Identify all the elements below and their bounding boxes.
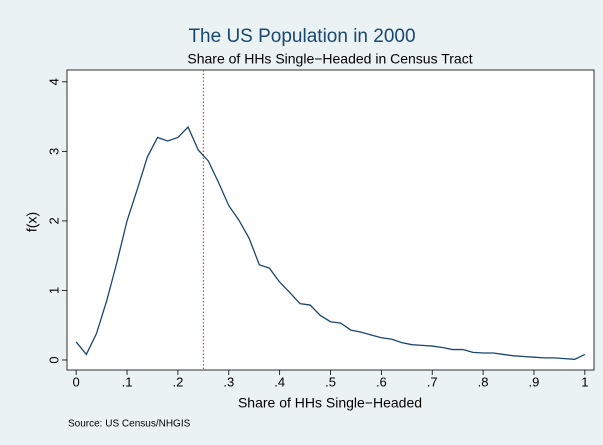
x-tick-label: .7	[427, 374, 438, 389]
y-axis-label: f(x)	[24, 212, 40, 232]
x-axis-label: Share of HHs Single−Headed	[238, 395, 422, 411]
y-tick-label: 2	[46, 217, 61, 224]
y-tick-label: 3	[46, 148, 61, 155]
x-tick-label: .5	[325, 374, 336, 389]
x-tick-label: 1	[581, 374, 588, 389]
x-tick-label: .9	[529, 374, 540, 389]
y-tick-label: 1	[46, 287, 61, 294]
chart-title: The US Population in 2000	[188, 26, 415, 47]
x-tick-label: .3	[223, 374, 234, 389]
x-tick-label: .8	[478, 374, 489, 389]
plot-area	[66, 69, 595, 371]
x-tick-label: .4	[274, 374, 285, 389]
x-tick-label: .2	[172, 374, 183, 389]
density-line	[75, 125, 586, 360]
x-tick-label: .6	[376, 374, 387, 389]
x-tick-label: 0	[73, 374, 80, 389]
chart-subtitle: Share of HHs Single−Headed in Census Tra…	[187, 51, 472, 67]
source-note: Source: US Census/NHGIS	[68, 419, 191, 430]
x-tick-label: .1	[122, 374, 133, 389]
y-tick-label: 4	[46, 78, 61, 85]
y-tick-label: 0	[46, 356, 61, 363]
